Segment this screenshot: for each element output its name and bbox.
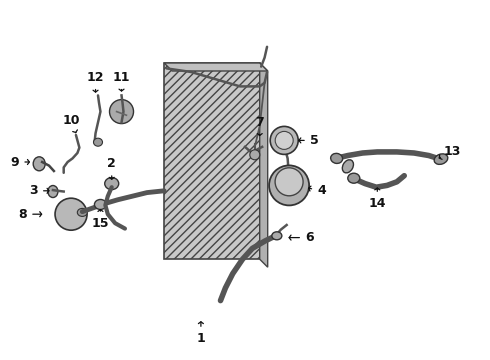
Circle shape [269, 165, 309, 206]
Ellipse shape [105, 177, 119, 190]
Text: 8: 8 [19, 208, 42, 221]
Ellipse shape [33, 157, 45, 171]
Ellipse shape [348, 173, 360, 183]
Polygon shape [164, 63, 268, 71]
Ellipse shape [77, 208, 87, 216]
Circle shape [110, 100, 133, 123]
Circle shape [275, 131, 293, 149]
Ellipse shape [94, 138, 102, 146]
Text: 6: 6 [289, 231, 314, 244]
Text: 9: 9 [11, 156, 29, 168]
Ellipse shape [272, 232, 282, 240]
Text: 12: 12 [87, 71, 104, 92]
Text: 11: 11 [113, 71, 130, 91]
Ellipse shape [434, 154, 448, 165]
Ellipse shape [331, 153, 343, 163]
Text: 3: 3 [29, 184, 49, 197]
Ellipse shape [95, 199, 106, 210]
Text: 1: 1 [196, 322, 205, 345]
Text: 2: 2 [107, 157, 116, 179]
Polygon shape [260, 63, 268, 267]
Circle shape [275, 168, 303, 196]
Text: 10: 10 [63, 114, 80, 133]
Text: 4: 4 [309, 184, 326, 197]
Circle shape [270, 126, 298, 154]
Text: 14: 14 [368, 188, 386, 210]
Circle shape [55, 198, 87, 230]
Ellipse shape [343, 160, 353, 173]
Ellipse shape [48, 185, 58, 198]
Circle shape [250, 150, 260, 160]
Bar [164, 63, 260, 259]
Text: 13: 13 [439, 145, 461, 159]
Text: 15: 15 [92, 210, 109, 230]
Text: 5: 5 [299, 134, 318, 147]
Text: 7: 7 [255, 116, 264, 135]
